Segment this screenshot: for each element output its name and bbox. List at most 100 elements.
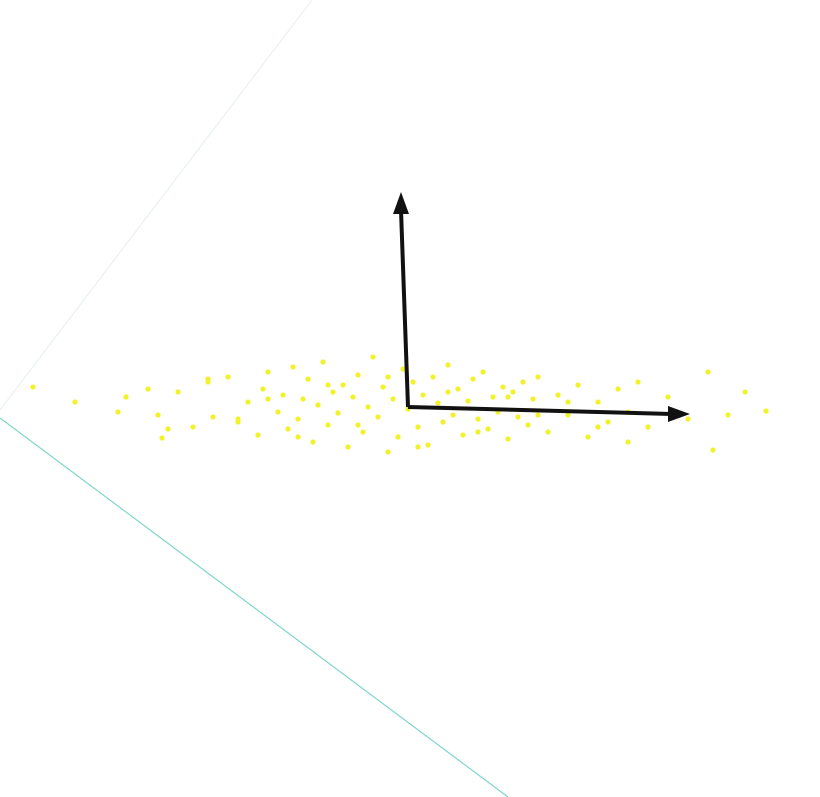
point: [575, 382, 581, 388]
point: [470, 376, 476, 382]
point: [710, 447, 716, 453]
point: [345, 444, 351, 450]
point: [295, 416, 301, 422]
point: [635, 379, 641, 385]
point: [625, 439, 631, 445]
point: [480, 369, 486, 375]
point: [72, 399, 78, 405]
point: [460, 432, 466, 438]
point: [445, 362, 451, 368]
point: [565, 412, 571, 418]
point: [742, 389, 748, 395]
point: [165, 426, 171, 432]
point: [725, 412, 731, 418]
point: [440, 419, 446, 425]
axes-arrows: [393, 192, 690, 422]
point: [520, 379, 526, 385]
point: [225, 374, 231, 380]
point: [310, 439, 316, 445]
point: [280, 392, 286, 398]
point: [305, 376, 311, 382]
point: [370, 354, 376, 360]
point: [260, 386, 266, 392]
point: [415, 444, 421, 450]
point: [315, 402, 321, 408]
point: [380, 384, 386, 390]
point: [300, 396, 306, 402]
point: [275, 409, 281, 415]
point: [355, 422, 361, 428]
point: [475, 416, 481, 422]
point: [385, 374, 391, 380]
point: [415, 424, 421, 430]
point: [350, 394, 356, 400]
point: [490, 394, 496, 400]
point: [425, 442, 431, 448]
point: [605, 419, 611, 425]
point: [325, 382, 331, 388]
point: [585, 434, 591, 440]
point: [190, 424, 196, 430]
point: [340, 382, 346, 388]
point: [245, 399, 251, 405]
point: [400, 366, 406, 372]
point: [155, 412, 161, 418]
plane-edge: [0, 417, 509, 797]
point: [265, 369, 271, 375]
point: [475, 429, 481, 435]
point: [30, 384, 36, 390]
point: [375, 414, 381, 420]
point: [430, 374, 436, 380]
point: [435, 400, 441, 406]
point: [255, 432, 261, 438]
point: [335, 410, 341, 416]
point: [510, 389, 516, 395]
point: [285, 426, 291, 432]
point: [705, 369, 711, 375]
point: [455, 386, 461, 392]
points: [30, 354, 769, 455]
point: [450, 412, 456, 418]
point: [445, 389, 451, 395]
arrow-shaft: [407, 405, 673, 416]
point: [645, 424, 651, 430]
point: [535, 412, 541, 418]
point: [290, 364, 296, 370]
point: [595, 399, 601, 405]
point: [325, 422, 331, 428]
point: [159, 435, 165, 441]
arrow-head: [668, 406, 690, 422]
point: [535, 374, 541, 380]
point: [175, 389, 181, 395]
point: [115, 409, 121, 415]
point: [145, 386, 151, 392]
point: [545, 429, 551, 435]
point: [210, 414, 216, 420]
point: [465, 398, 471, 404]
point: [320, 359, 326, 365]
point: [235, 416, 241, 422]
point: [395, 434, 401, 440]
point: [330, 389, 336, 395]
plane-edge: [0, 0, 313, 411]
point: [123, 394, 129, 400]
point: [555, 392, 561, 398]
point: [505, 394, 511, 400]
point: [595, 424, 601, 430]
point: [420, 392, 426, 398]
point: [295, 434, 301, 440]
point: [265, 396, 271, 402]
point: [565, 399, 571, 405]
point: [763, 408, 769, 414]
point: [665, 394, 671, 400]
point: [515, 414, 521, 420]
point: [385, 449, 391, 455]
point: [410, 379, 416, 385]
point: [615, 386, 621, 392]
arrow-head: [393, 192, 409, 214]
point: [685, 416, 691, 422]
arrow-shaft: [399, 209, 410, 408]
point: [485, 426, 491, 432]
point: [500, 384, 506, 390]
